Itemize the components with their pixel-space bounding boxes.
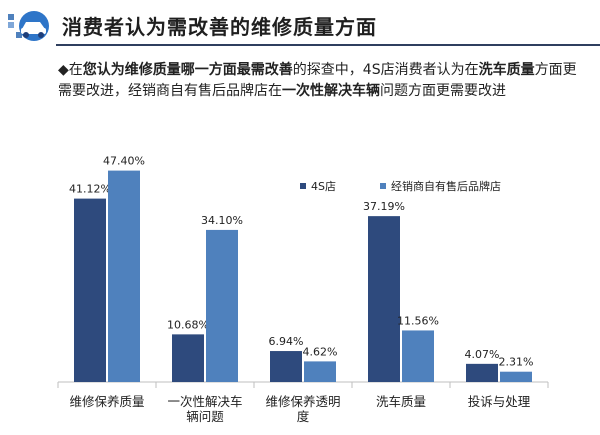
bar-value-label: 4.62%	[303, 345, 338, 358]
bar-value-label: 47.40%	[103, 155, 145, 168]
bar-4s-1	[172, 334, 204, 382]
bar-dealer-3	[402, 330, 434, 382]
bar-value-label: 34.10%	[201, 214, 243, 227]
desc-text-4: 问题方面更需要改进	[380, 83, 506, 99]
legend-swatch	[300, 183, 306, 189]
x-tick-label: 投诉与处理	[468, 394, 531, 409]
legend-label: 经销商自有售后品牌店	[391, 179, 501, 193]
bar-value-label: 2.31%	[499, 356, 534, 369]
bar-value-label: 4.07%	[465, 348, 500, 361]
bar-value-label: 10.68%	[167, 318, 209, 331]
x-tick-label: 洗车质量	[376, 394, 426, 409]
bar-4s-2	[270, 351, 302, 382]
bar-value-label: 37.19%	[363, 200, 405, 213]
bar-dealer-4	[500, 371, 532, 382]
car-logo-icon	[8, 11, 49, 41]
x-tick-label: 度	[297, 409, 310, 424]
desc-bold-2: 洗车质量	[478, 62, 535, 78]
desc-text-1: 在	[68, 62, 83, 78]
bar-value-label: 6.94%	[269, 335, 304, 348]
x-tick-label: 维修保养透明	[265, 394, 340, 409]
bar-dealer-1	[206, 229, 238, 382]
desc-text-3: 方面更需要改进，经销商自有售后品牌店在	[58, 62, 577, 99]
bar-4s-3	[368, 216, 400, 382]
bar-value-label: 11.56%	[397, 314, 439, 327]
page-title: 消费者认为需改善的维修质量方面	[62, 15, 377, 39]
bullet-diamond-icon: ◆	[58, 62, 69, 78]
desc-bold-3: 一次性解决车辆	[282, 83, 380, 99]
chart-description: ◆在您认为维修质量哪一方面最需改善的探查中，4S店消费者认为在洗车质量方面更需要…	[58, 60, 578, 102]
legend-label: 4S店	[311, 179, 336, 193]
bar-dealer-2	[304, 361, 336, 382]
slide-header: 消费者认为需改善的维修质量方面	[0, 0, 600, 52]
bar-chart: 41.12% 47.40% 维修保养质量 10.68% 34.10% 一次性解决车辆问题 6…	[57, 155, 549, 424]
x-tick-label: 维修保养质量	[69, 394, 144, 409]
bar-4s-4	[466, 363, 498, 382]
bar-dealer-0	[108, 170, 140, 382]
legend-swatch	[380, 183, 386, 189]
desc-text-2: 的探查中，4S店消费者认为在	[292, 62, 479, 78]
bar-4s-0	[74, 198, 106, 382]
title-divider	[56, 44, 600, 46]
x-tick-label: 一次性解决车	[167, 394, 242, 409]
x-tick-label: 辆问题	[186, 409, 224, 424]
desc-bold-1: 您认为维修质量哪一方面最需改善	[82, 62, 293, 78]
bar-value-label: 41.12%	[69, 183, 111, 196]
